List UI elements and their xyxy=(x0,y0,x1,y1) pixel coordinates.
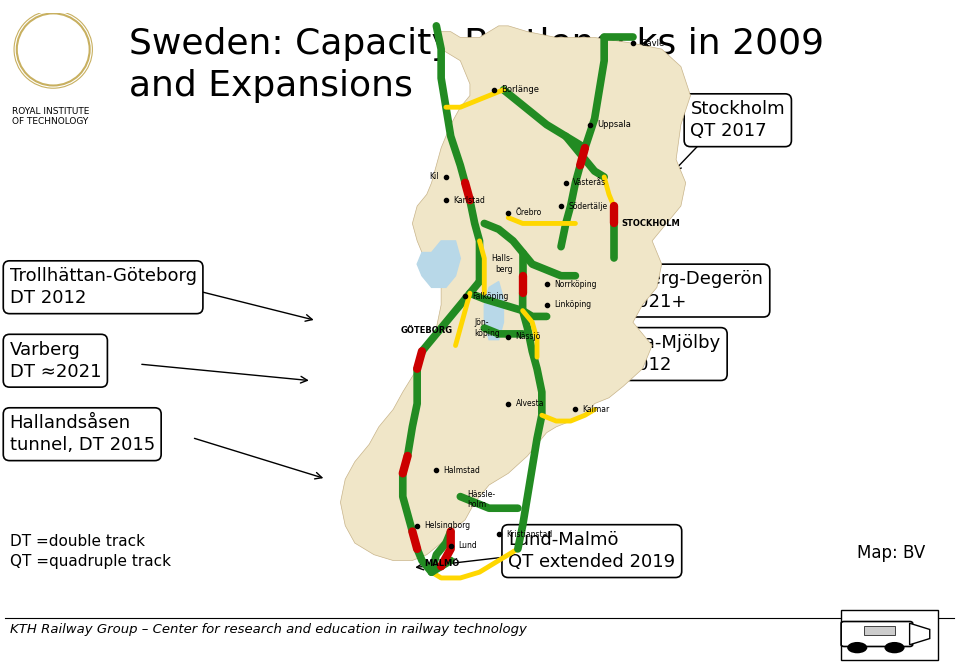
Text: Kalmar: Kalmar xyxy=(583,405,610,414)
Text: GÖTEBORG: GÖTEBORG xyxy=(401,327,453,335)
Text: Trollhättan-Göteborg
DT 2012: Trollhättan-Göteborg DT 2012 xyxy=(10,267,197,307)
Text: Linköping: Linköping xyxy=(554,301,591,309)
Text: ROYAL INSTITUTE
OF TECHNOLOGY: ROYAL INSTITUTE OF TECHNOLOGY xyxy=(12,107,90,126)
Text: Varberg
DT ≈2021: Varberg DT ≈2021 xyxy=(10,341,101,381)
Bar xyxy=(864,626,895,635)
Circle shape xyxy=(884,642,904,653)
Text: Kil: Kil xyxy=(430,172,439,182)
Polygon shape xyxy=(909,623,930,645)
Text: Gävle: Gävle xyxy=(641,39,665,48)
Text: Lund: Lund xyxy=(458,542,477,550)
Text: Norrköping: Norrköping xyxy=(554,280,596,289)
Text: Västerås: Västerås xyxy=(573,178,606,187)
Text: Uppsala: Uppsala xyxy=(596,120,631,129)
Text: Södertälje: Södertälje xyxy=(568,202,607,210)
Text: Hallandsåsen
tunnel, DT 2015: Hallandsåsen tunnel, DT 2015 xyxy=(10,414,154,454)
Text: Karlstad: Karlstad xyxy=(454,196,485,204)
Circle shape xyxy=(847,642,867,653)
Text: KTH Railway Group – Center for research and education in railway technology: KTH Railway Group – Center for research … xyxy=(10,623,526,635)
Text: Motala-Mjölby
DT 2012: Motala-Mjölby DT 2012 xyxy=(595,334,721,374)
Text: Alvesta: Alvesta xyxy=(516,399,544,408)
Text: STOCKHOLM: STOCKHOLM xyxy=(621,219,680,228)
Polygon shape xyxy=(417,241,460,287)
Text: Stockholm
QT 2017: Stockholm QT 2017 xyxy=(690,100,785,140)
FancyBboxPatch shape xyxy=(841,621,913,647)
Text: Kristianstad: Kristianstad xyxy=(506,530,552,539)
Text: Halls-
berg: Halls- berg xyxy=(491,255,513,274)
Text: MALMÖ: MALMÖ xyxy=(425,559,459,568)
Text: Helsingborg: Helsingborg xyxy=(425,521,471,530)
Text: Sweden: Capacity Bottlenecks in 2009
and Expansions: Sweden: Capacity Bottlenecks in 2009 and… xyxy=(129,27,825,103)
Text: Jön-
köping: Jön- köping xyxy=(475,319,501,338)
Text: Map: BV: Map: BV xyxy=(857,544,925,562)
Polygon shape xyxy=(484,281,503,339)
Text: Örebro: Örebro xyxy=(516,208,542,218)
Text: Halmstad: Halmstad xyxy=(443,466,480,475)
Text: DT =double track
QT =quadruple track: DT =double track QT =quadruple track xyxy=(10,534,171,569)
Text: VETENSKAP
OCH KONST: VETENSKAP OCH KONST xyxy=(37,57,69,67)
Text: KTH: KTH xyxy=(35,37,72,55)
Text: Hässle-
holm: Hässle- holm xyxy=(468,490,496,509)
Text: Nässjö: Nässjö xyxy=(516,332,541,341)
Text: Lund-Malmö
QT extended 2019: Lund-Malmö QT extended 2019 xyxy=(508,531,675,571)
FancyBboxPatch shape xyxy=(841,610,938,660)
Polygon shape xyxy=(340,26,690,560)
Text: Borlänge: Borlänge xyxy=(502,86,539,94)
Text: Falköping: Falköping xyxy=(472,292,508,301)
Text: Hallsberg-Degerön
DT 2021+: Hallsberg-Degerön DT 2021+ xyxy=(595,271,763,311)
